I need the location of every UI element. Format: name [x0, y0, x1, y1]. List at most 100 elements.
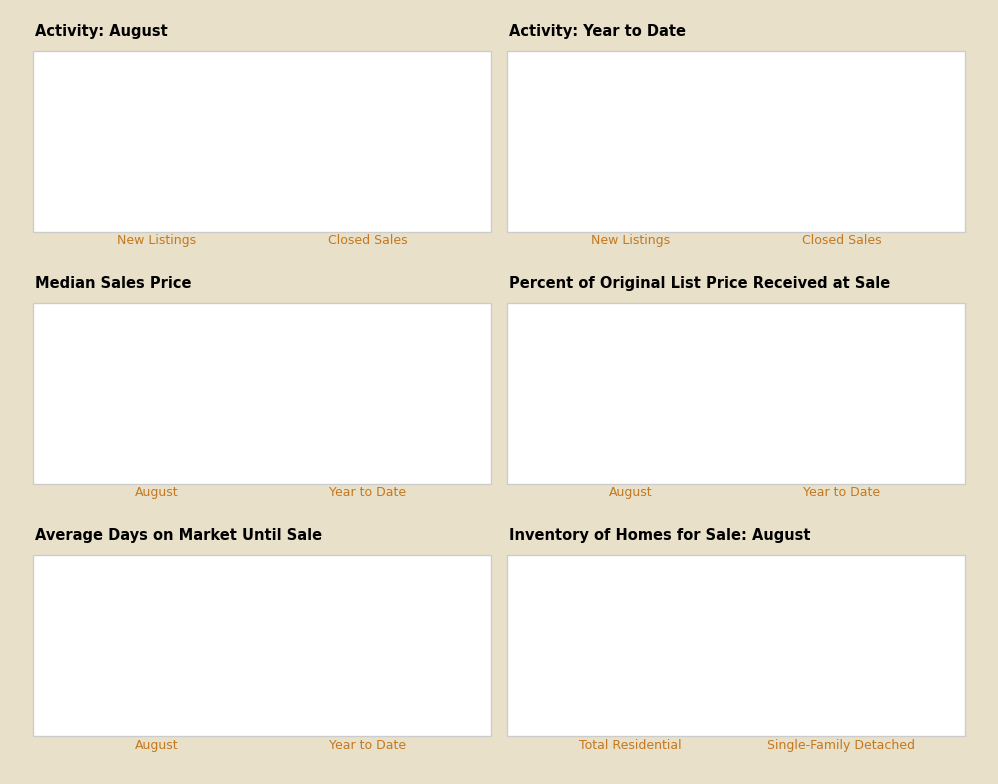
Text: Single-Family Detached: Single-Family Detached: [767, 739, 915, 752]
Text: $287,700: $287,700: [309, 449, 365, 462]
Text: Year to Date: Year to Date: [802, 486, 880, 499]
Bar: [371, 653, 423, 735]
Bar: [634, 609, 687, 735]
Text: Closed Sales: Closed Sales: [801, 234, 881, 247]
Text: New Listings: New Listings: [591, 234, 671, 247]
Bar: [101, 434, 153, 482]
Text: 67: 67: [179, 648, 194, 660]
Bar: [311, 104, 364, 230]
Text: $319,110: $319,110: [99, 416, 155, 430]
Text: - 20.7%: - 20.7%: [375, 212, 418, 223]
Bar: [278, 332, 303, 348]
Bar: [371, 131, 423, 230]
Text: 2013: 2013: [784, 316, 814, 328]
Text: New Listings: New Listings: [117, 234, 197, 247]
Text: 233: 233: [590, 617, 612, 630]
Bar: [311, 467, 364, 482]
Text: 79: 79: [389, 634, 404, 648]
Bar: [752, 314, 777, 330]
Text: - 23.7%: - 23.7%: [849, 212, 892, 223]
Text: - 0.8%: - 0.8%: [853, 465, 889, 475]
Text: Year to Date: Year to Date: [328, 739, 406, 752]
Bar: [752, 62, 777, 78]
Text: 95.7 %: 95.7 %: [850, 397, 891, 410]
Text: Total Residential: Total Residential: [580, 739, 682, 752]
Text: + 7.2%: + 7.2%: [640, 212, 681, 223]
Bar: [160, 115, 213, 230]
Text: 96.5 %: 96.5 %: [791, 365, 832, 378]
Bar: [101, 609, 153, 735]
Text: + 26.6%: + 26.6%: [637, 717, 685, 727]
Bar: [575, 359, 627, 482]
Bar: [311, 651, 364, 735]
Text: 2013: 2013: [310, 316, 340, 328]
Text: 53: 53: [120, 97, 134, 110]
Text: 2013: 2013: [310, 64, 340, 77]
Text: $299,477: $299,477: [159, 437, 215, 450]
Text: 2013: 2013: [310, 568, 340, 581]
Text: Inventory of Homes for Sale: August: Inventory of Homes for Sale: August: [509, 528, 810, 543]
Text: 533: 533: [650, 86, 672, 99]
Bar: [845, 177, 897, 230]
Bar: [575, 636, 627, 735]
Bar: [752, 80, 777, 96]
Bar: [752, 332, 777, 348]
Text: 2014: 2014: [310, 82, 340, 94]
Text: Average Days on Market Until Sale: Average Days on Market Until Sale: [35, 528, 322, 543]
Text: $299,900: $299,900: [369, 437, 425, 449]
Bar: [278, 566, 303, 583]
Text: Year to Date: Year to Date: [328, 486, 406, 499]
Text: August: August: [609, 486, 653, 499]
Text: Percent of Original List Price Received at Sale: Percent of Original List Price Received …: [509, 276, 890, 291]
Text: 95.8 %: 95.8 %: [640, 393, 681, 406]
Text: 2014: 2014: [310, 333, 340, 347]
Text: 178: 178: [800, 641, 822, 654]
Bar: [101, 115, 153, 230]
Bar: [752, 566, 777, 583]
Text: Activity: August: Activity: August: [35, 24, 168, 38]
Text: 245: 245: [860, 612, 882, 625]
Text: August: August: [135, 486, 179, 499]
Text: 2014: 2014: [310, 586, 340, 599]
Bar: [785, 383, 838, 482]
Text: - 2.5%: - 2.5%: [379, 717, 415, 727]
Bar: [634, 412, 687, 482]
Text: Closed Sales: Closed Sales: [327, 234, 407, 247]
Bar: [575, 113, 627, 230]
Text: + 37.6%: + 37.6%: [847, 717, 895, 727]
Bar: [785, 659, 838, 735]
Bar: [371, 455, 423, 482]
Text: 97.1 %: 97.1 %: [580, 341, 622, 354]
Bar: [160, 456, 213, 482]
Bar: [785, 160, 838, 230]
Bar: [752, 584, 777, 601]
Text: - 1.3%: - 1.3%: [643, 465, 679, 475]
Bar: [845, 630, 897, 735]
Text: 121: 121: [116, 590, 138, 604]
Text: 2013: 2013: [784, 64, 814, 77]
Text: 53: 53: [179, 97, 194, 110]
Bar: [160, 666, 213, 735]
Text: 58: 58: [330, 86, 345, 99]
Text: 295: 295: [650, 590, 672, 604]
Bar: [845, 416, 897, 482]
Text: - 6.2%: - 6.2%: [169, 465, 205, 475]
Text: 2014: 2014: [784, 333, 814, 347]
Text: + 0.0%: + 0.0%: [166, 212, 207, 223]
Bar: [634, 104, 687, 230]
Bar: [278, 314, 303, 330]
Text: Activity: Year to Date: Activity: Year to Date: [509, 24, 686, 38]
Text: 2014: 2014: [784, 82, 814, 94]
Text: 81: 81: [330, 633, 345, 645]
Text: - 44.6%: - 44.6%: [165, 717, 208, 727]
Text: 46: 46: [389, 112, 404, 125]
Text: 2014: 2014: [784, 586, 814, 599]
Bar: [278, 584, 303, 601]
Text: 300: 300: [800, 142, 822, 154]
Text: 497: 497: [590, 95, 612, 107]
Text: Median Sales Price: Median Sales Price: [35, 276, 192, 291]
Text: August: August: [135, 739, 179, 752]
Bar: [278, 80, 303, 96]
Bar: [278, 62, 303, 78]
Text: + 4.2%: + 4.2%: [376, 465, 418, 475]
